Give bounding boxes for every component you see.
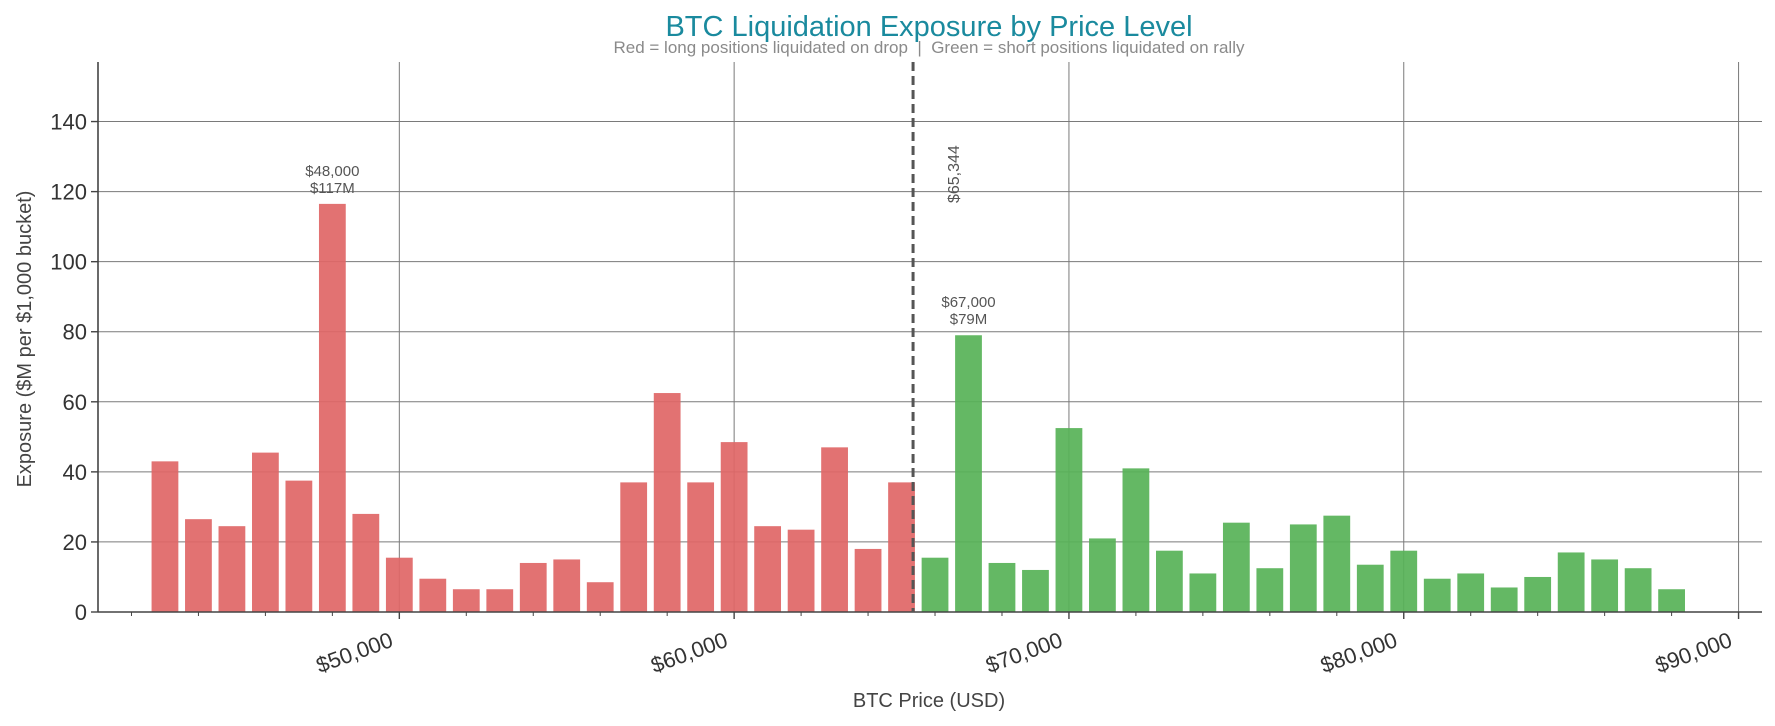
long-bar: [352, 513, 380, 612]
axes: [97, 62, 1762, 613]
short-bar: [1457, 573, 1485, 612]
short-bar: [921, 557, 949, 612]
short-bar: [1156, 550, 1183, 612]
y-tick-label: 120: [50, 180, 87, 205]
long-bar: [419, 578, 447, 612]
y-tick-label: 80: [63, 320, 87, 345]
short-bar: [1055, 428, 1083, 612]
x-tick-label: $90,000: [1652, 627, 1735, 678]
long-bar: [218, 526, 246, 612]
short-bar: [1658, 589, 1685, 612]
long-bar: [285, 480, 313, 612]
short-bar: [1089, 538, 1116, 612]
peak-annotation-value: $79M: [950, 311, 988, 328]
long-bar: [553, 559, 581, 612]
long-bar: [519, 562, 547, 612]
long-bar: [318, 203, 346, 612]
long-bar: [252, 452, 279, 612]
short-bar: [1256, 568, 1284, 612]
long-bar: [185, 519, 212, 612]
short-bar: [1423, 578, 1451, 612]
long-bar: [620, 482, 648, 612]
x-tick-label: $60,000: [648, 627, 731, 678]
long-bar: [754, 526, 782, 612]
peak-annotation-price: $67,000: [941, 294, 995, 311]
grid-lines: [98, 62, 1762, 612]
short-bar: [955, 335, 982, 612]
long-bar: [787, 529, 815, 612]
peak-annotation-value: $117M: [310, 180, 355, 197]
short-bar: [1390, 550, 1418, 612]
long-bar: [151, 461, 179, 612]
y-tick-label: 100: [50, 250, 87, 275]
bars: [151, 203, 1685, 612]
long-bar: [854, 548, 882, 612]
short-bar: [1624, 568, 1652, 612]
y-tick-label: 0: [75, 600, 87, 625]
short-bar: [1289, 524, 1317, 612]
y-tick-label: 40: [63, 460, 87, 485]
short-bar: [1490, 587, 1518, 612]
short-bar: [1222, 522, 1250, 612]
peak-annotations: $48,000$117M $67,000$79M: [305, 163, 995, 328]
chart-title: BTC Liquidation Exposure by Price Level: [665, 11, 1192, 43]
short-bar: [1524, 576, 1552, 612]
y-axis-label: Exposure ($M per $1,000 bucket): [14, 191, 36, 488]
y-tick-label: 20: [63, 530, 87, 555]
x-tick-label: $80,000: [1317, 627, 1400, 678]
y-tick-label: 60: [63, 390, 87, 415]
x-axis-label: BTC Price (USD): [853, 690, 1005, 712]
x-tick-label: $50,000: [313, 627, 396, 678]
chart-subtitle: Red = long positions liquidated on drop …: [614, 38, 1245, 57]
long-bar: [821, 447, 848, 612]
short-bar: [1356, 564, 1384, 612]
long-bar: [486, 589, 514, 612]
short-bar: [1323, 515, 1351, 612]
long-bar: [720, 442, 748, 612]
long-bar: [452, 589, 480, 612]
long-bar: [385, 557, 413, 612]
current-price-label: $65,344: [946, 145, 963, 203]
short-bar: [988, 562, 1016, 612]
long-bar: [586, 582, 614, 612]
short-bar: [1591, 559, 1619, 612]
peak-annotation-price: $48,000: [305, 163, 359, 180]
short-bar: [1557, 552, 1585, 612]
long-bar: [687, 482, 715, 612]
short-bar: [1122, 468, 1150, 612]
x-tick-label: $70,000: [982, 627, 1065, 678]
long-bar: [653, 393, 681, 612]
short-bar: [1022, 569, 1049, 612]
y-tick-label: 140: [50, 110, 87, 135]
long-bar: [888, 482, 915, 612]
short-bar: [1189, 573, 1217, 612]
